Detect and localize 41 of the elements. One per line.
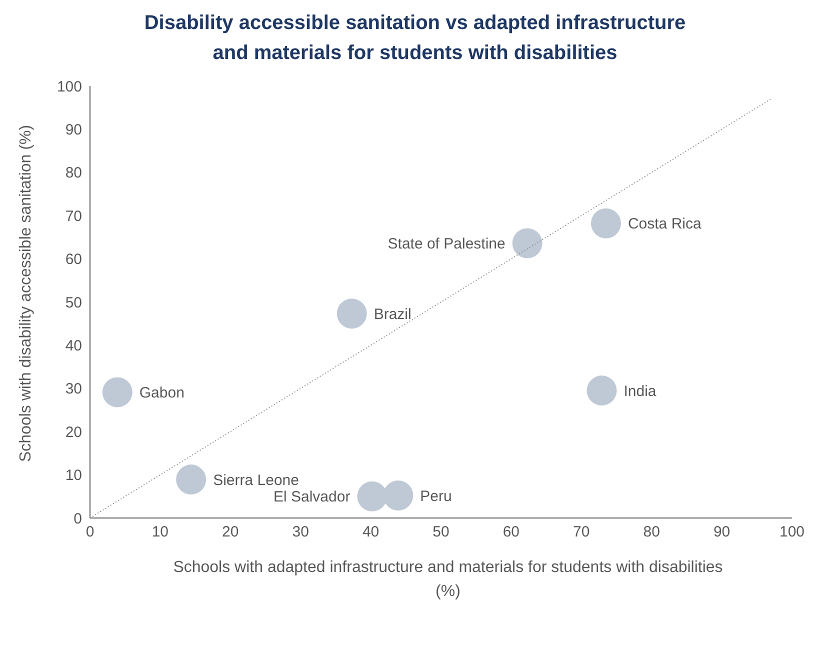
annotation: Sierra Leone [213,472,299,489]
x-tick-label: 60 [502,524,520,541]
y-tick-label: 50 [65,294,82,312]
point [512,228,542,258]
annotation: Peru [420,488,452,505]
x-tick-label: 30 [292,524,309,541]
x-tick-label: 20 [222,524,239,541]
y-tick-label: 90 [65,122,82,139]
y-tick-label: 60 [65,251,82,268]
y-tick-label: 0 [74,510,82,528]
x-tick-label: 0 [86,524,94,541]
annotation: State of Palestine [388,236,506,253]
annotation: El Salvador [273,488,350,506]
x-tick-label: 90 [713,524,730,541]
y-axis-title: Schools with disability accessible sanitation (%) [18,124,35,462]
point [336,298,367,329]
annotation: Brazil [374,306,412,323]
x-tick-label: 100 [779,524,805,541]
point [102,377,132,408]
point [586,376,617,406]
x-tick-label: 80 [643,524,660,541]
annotation: Gabon [139,384,184,402]
annotation: India [624,382,657,400]
point [383,480,414,511]
x-axis-title: Schools with adapted infrastructure and materials for students with disabilities (%) [172,558,724,602]
x-tick-label: 10 [152,524,169,541]
y-tick-label: 100 [56,78,82,96]
y-tick-label: 70 [65,208,82,225]
annotation: Costa Rica [628,216,702,233]
chart-title: Disability accessible sanitation vs adapted infrastructure and materials for students with disabilities [143,11,687,66]
x-tick-label: 70 [573,524,590,541]
x-tick-label: 50 [432,524,450,541]
y-tick-label: 40 [65,338,82,355]
point [176,464,206,495]
point [590,208,621,238]
point [357,481,388,512]
y-tick-label: 10 [65,467,82,484]
y-tick-label: 30 [65,380,82,398]
y-tick-label: 20 [65,424,82,441]
y-tick-label: 80 [65,164,82,182]
x-tick-label: 40 [362,524,380,541]
